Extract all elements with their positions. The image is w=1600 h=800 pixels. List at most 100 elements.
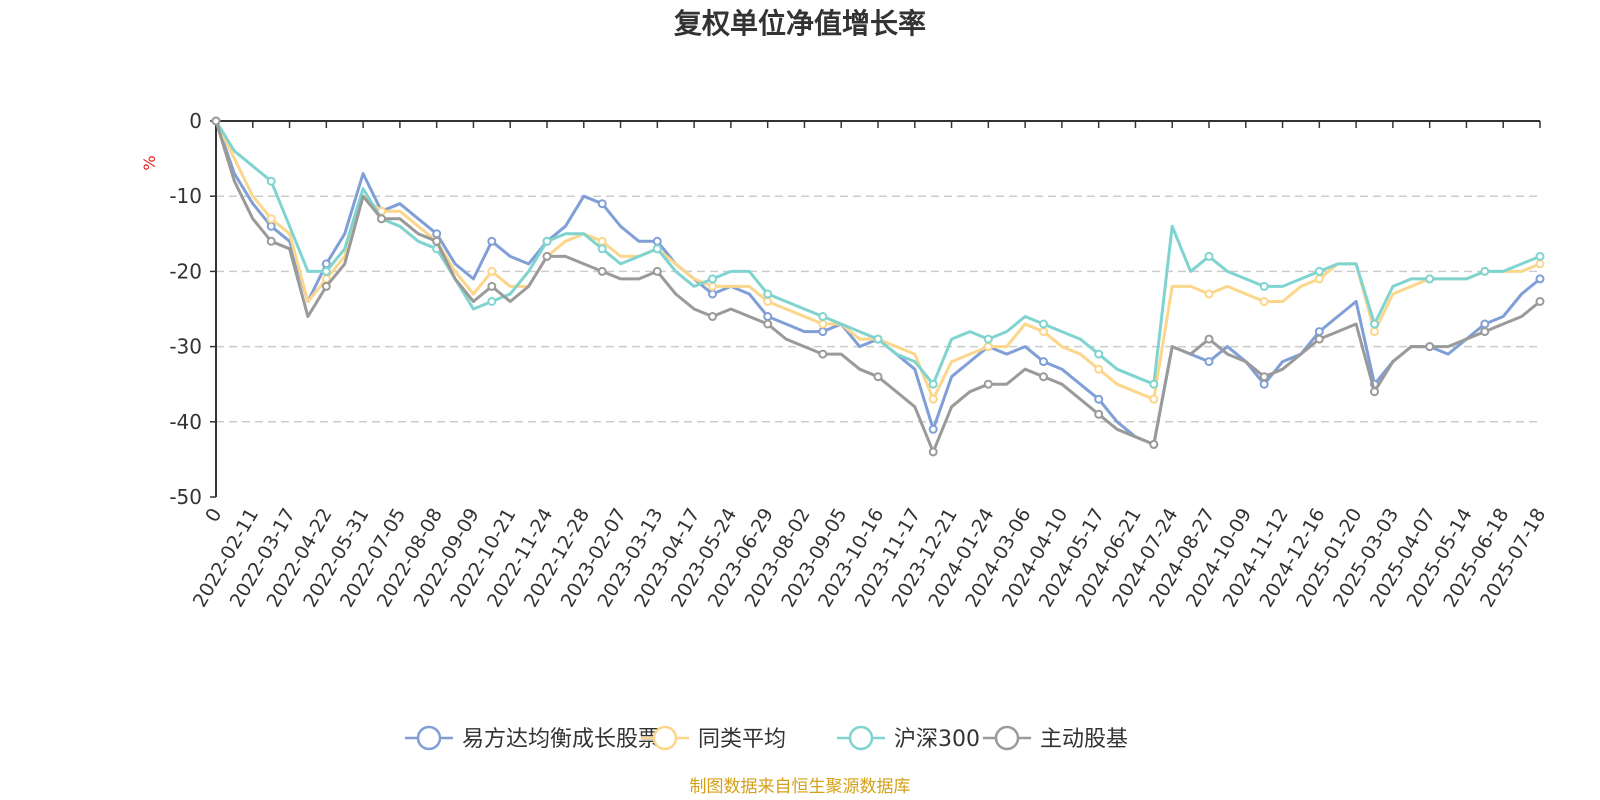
legend-circle-icon	[848, 725, 874, 751]
data-point	[597, 236, 607, 246]
y-tick-label: -30	[169, 335, 202, 359]
series-line	[214, 120, 1541, 446]
data-point	[708, 289, 717, 299]
data-point	[1370, 319, 1379, 329]
data-point	[763, 289, 773, 299]
y-tick-label: -20	[169, 259, 202, 283]
legend-item[interactable]: 沪深300	[837, 725, 980, 752]
data-point	[1480, 327, 1490, 337]
data-point	[1425, 274, 1435, 284]
data-point	[1204, 334, 1214, 344]
data-point	[1094, 349, 1104, 359]
data-point	[1094, 409, 1104, 419]
data-point	[708, 274, 717, 284]
legend-label: 易方达均衡成长股票	[462, 727, 660, 752]
data-point	[763, 312, 773, 321]
legend-item[interactable]: 易方达均衡成长股票	[405, 725, 660, 752]
data-point	[1535, 274, 1545, 284]
y-tick-label: -50	[169, 485, 202, 509]
legend-circle-icon	[416, 725, 442, 751]
data-point	[928, 379, 938, 389]
data-point	[487, 281, 497, 291]
data-point	[652, 266, 662, 276]
legend-circle-icon	[652, 725, 678, 751]
y-tick-label: 0	[189, 109, 202, 133]
data-point	[487, 297, 497, 306]
data-point	[1094, 394, 1104, 404]
data-point	[983, 379, 993, 389]
data-point	[1259, 379, 1269, 389]
legend-item[interactable]: 同类平均	[641, 725, 786, 752]
data-point	[818, 319, 828, 329]
data-point	[983, 342, 993, 352]
data-point	[1370, 327, 1379, 337]
data-point	[321, 266, 331, 276]
y-tick-label: -40	[169, 410, 202, 434]
data-point	[1535, 251, 1545, 261]
data-point	[266, 221, 276, 231]
legend-label: 沪深300	[894, 727, 980, 752]
data-point	[1480, 266, 1490, 276]
data-point	[1259, 372, 1269, 382]
legend-circle-icon	[994, 725, 1020, 751]
data-point	[1480, 319, 1490, 329]
data-point	[1314, 274, 1324, 284]
data-point	[873, 372, 883, 382]
data-point	[763, 297, 773, 306]
data-point	[1370, 387, 1379, 397]
data-point	[597, 244, 607, 254]
data-point	[708, 281, 717, 291]
legend-item[interactable]: 主动股基	[983, 725, 1128, 752]
data-point	[983, 334, 993, 344]
data-point	[1149, 394, 1159, 404]
series-2	[211, 116, 1545, 389]
series-1	[211, 116, 1545, 404]
chart-title: 复权单位净值增长率	[674, 7, 926, 40]
axes: 0-10-20-30-40-5002022-02-112022-03-17202…	[169, 109, 1550, 611]
legend-label: 同类平均	[698, 727, 786, 752]
data-point	[1039, 357, 1048, 367]
data-point	[1149, 439, 1159, 449]
data-point	[1425, 342, 1435, 352]
data-point	[818, 349, 828, 359]
data-point	[1314, 334, 1324, 344]
legend-label: 主动股基	[1040, 727, 1128, 752]
data-point	[266, 236, 276, 246]
data-point	[1204, 251, 1214, 261]
data-point	[1204, 289, 1214, 299]
data-point	[652, 236, 662, 246]
data-point	[1039, 319, 1048, 329]
data-point	[432, 229, 442, 239]
data-point	[1535, 259, 1545, 269]
data-point	[487, 236, 497, 246]
legend[interactable]: 易方达均衡成长股票 同类平均 沪深300 主动股基	[405, 725, 1128, 752]
series-line	[214, 120, 1541, 454]
data-point	[542, 236, 552, 246]
data-point	[487, 266, 497, 276]
series-3	[211, 116, 1545, 457]
data-point	[652, 244, 662, 254]
series-line	[214, 120, 1541, 386]
data-point	[1535, 297, 1545, 306]
series-0	[211, 116, 1545, 449]
data-point	[1039, 327, 1048, 337]
data-point	[763, 319, 773, 329]
y-tick-label: -10	[169, 184, 202, 208]
data-point	[928, 424, 938, 434]
data-point	[708, 312, 717, 321]
data-point	[1259, 281, 1269, 291]
data-point	[321, 281, 331, 291]
data-point	[1094, 364, 1104, 374]
data-point	[928, 447, 938, 457]
series-line	[214, 120, 1541, 401]
data-point	[1149, 379, 1159, 389]
data-point	[1259, 297, 1269, 306]
data-point	[1039, 372, 1048, 382]
data-point	[873, 334, 883, 344]
data-point	[432, 236, 442, 246]
data-point	[818, 312, 828, 321]
y-axis-unit-label: %	[140, 155, 159, 170]
data-point	[1204, 357, 1214, 367]
data-point	[597, 266, 607, 276]
